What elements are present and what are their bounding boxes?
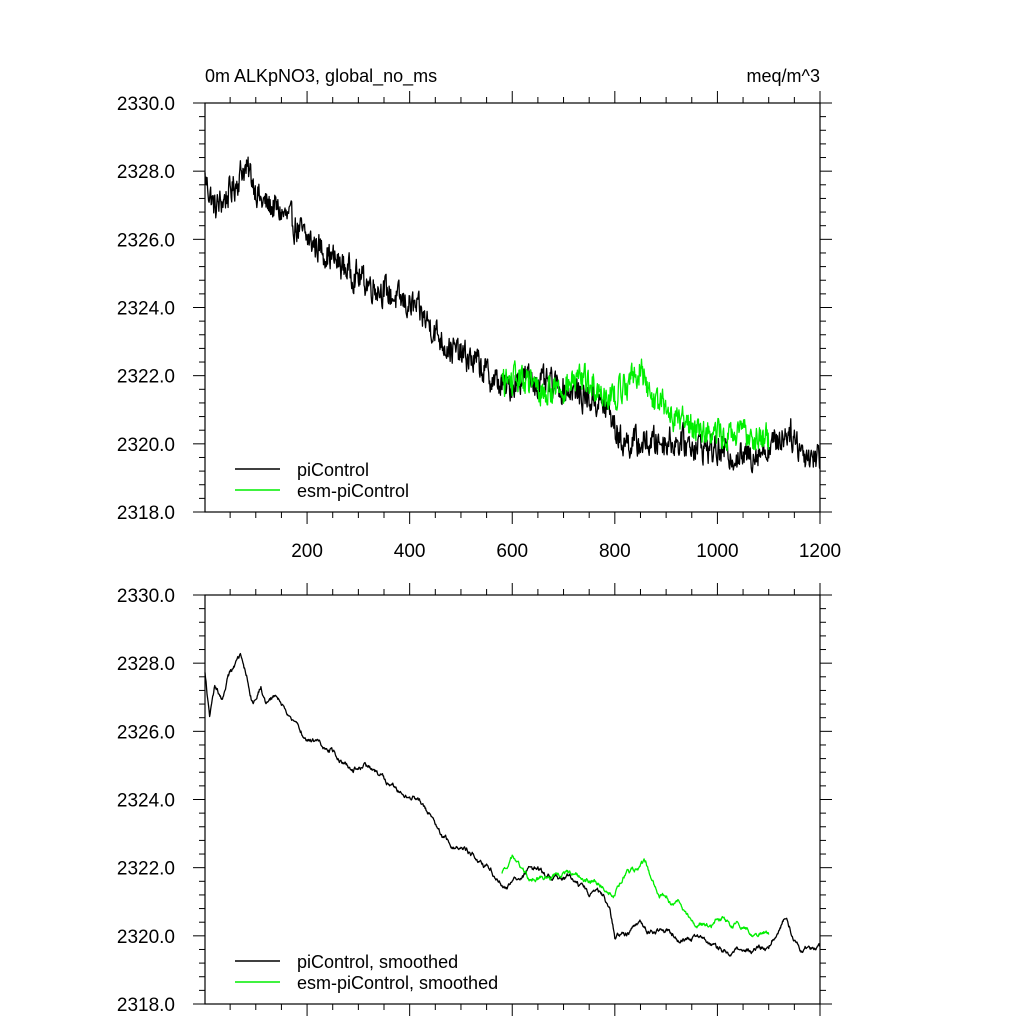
legend-label: piControl, smoothed — [297, 952, 458, 972]
plot-frame — [204, 594, 821, 1005]
y-tick-label: 2320.0 — [117, 435, 175, 456]
y-tick-label: 2328.0 — [117, 654, 175, 675]
series-line-esm-picontrol — [501, 358, 770, 452]
y-tick-label: 2322.0 — [117, 367, 175, 388]
legend-label: esm-piControl, smoothed — [297, 973, 498, 993]
y-tick-label: 2330.0 — [117, 94, 175, 115]
y-tick-label: 2320.0 — [117, 927, 175, 948]
y-tick-label: 2322.0 — [117, 859, 175, 880]
series-line-esm-picontrol-smoothed — [501, 854, 770, 938]
y-tick-label: 2326.0 — [117, 230, 175, 251]
x-tick-label: 200 — [291, 541, 323, 562]
bottom-panel-chart: 2318.0 2320.0 2322.0 2324.0 2326.0 2328.0 2330… — [117, 583, 832, 1016]
legend-label: esm-piControl — [297, 481, 409, 501]
series-line-picontrol — [204, 156, 821, 474]
legend-label: piControl — [297, 460, 369, 480]
x-tick-label: 1000 — [696, 541, 738, 562]
y-tick-label: 2318.0 — [117, 503, 175, 524]
x-tick-label: 800 — [599, 541, 631, 562]
y-tick-label: 2330.0 — [117, 586, 175, 607]
top-panel-chart: 0m ALKpNO3, global_no_ms meq/m^3 2318.0 2… — [117, 66, 841, 562]
x-tick-label: 1200 — [799, 541, 841, 562]
chart-units: meq/m^3 — [747, 66, 820, 86]
series-line-picontrol-smoothed — [204, 652, 821, 957]
y-tick-label: 2318.0 — [117, 995, 175, 1016]
y-tick-label: 2328.0 — [117, 162, 175, 183]
chart-title: 0m ALKpNO3, global_no_ms — [205, 66, 437, 87]
x-tick-label: 600 — [496, 541, 528, 562]
x-tick-label: 400 — [394, 541, 426, 562]
y-tick-label: 2324.0 — [117, 791, 175, 812]
y-tick-label: 2326.0 — [117, 722, 175, 743]
y-tick-label: 2324.0 — [117, 299, 175, 320]
